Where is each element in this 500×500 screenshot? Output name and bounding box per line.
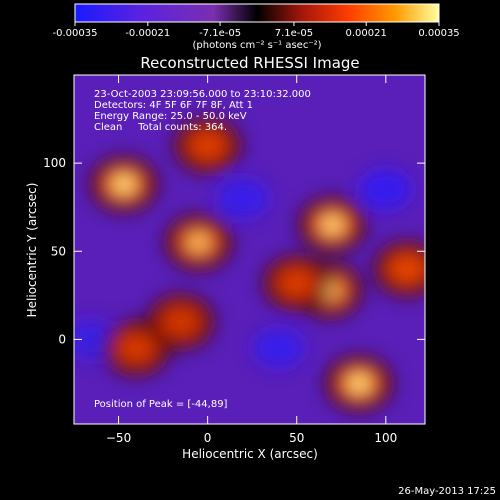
colorbar-tick-label: -0.00035 (53, 28, 98, 39)
heatmap-image (74, 75, 425, 424)
y-tick-label: 100 (43, 156, 66, 170)
colorbar-tick-label: 7.1e-05 (275, 28, 313, 39)
bright-source-peak (188, 234, 209, 251)
colorbar-tick-labels: -0.00035 -0.00021 -7.1e-05 7.1e-05 0.00021 0.… (53, 28, 460, 39)
bright-source-peak (322, 216, 343, 233)
info-line-clean: Clean Total counts: 364. (94, 122, 227, 133)
bright-source-core (389, 254, 425, 283)
chart-title: Reconstructed RHESSI Image (140, 54, 359, 72)
x-axis-ticks: −50 0 50 100 (106, 75, 397, 445)
y-tick-label: 50 (51, 244, 66, 258)
bright-source-core (278, 268, 315, 297)
colorbar-tick-label: -0.00021 (125, 28, 170, 39)
x-tick-label: 100 (374, 431, 397, 445)
bright-source-core (118, 334, 155, 363)
colorbar-tick-label: 0.00035 (418, 28, 459, 39)
peak-position-label: Position of Peak = [-44,89] (94, 399, 228, 410)
bright-source-peak (113, 176, 134, 193)
info-line-energy: Energy Range: 25.0 - 50.0 keV (94, 111, 247, 122)
dark-source (359, 169, 412, 210)
y-tick-label: 0 (58, 332, 66, 346)
y-axis-ticks: 0 50 100 (43, 156, 425, 346)
info-text: 23-Oct-2003 23:09:56.000 to 23:10:32.000… (94, 89, 311, 133)
colorbar (74, 3, 440, 23)
colorbar-unit-label: (photons cm⁻² s⁻¹ asec⁻²) (192, 40, 321, 51)
x-axis-label: Heliocentric X (arcsec) (182, 447, 318, 461)
info-line-detectors: Detectors: 4F 5F 6F 7F 8F, Att 1 (94, 100, 253, 111)
bright-source-peak (349, 375, 370, 392)
colorbar-ticks (74, 22, 440, 26)
dark-source (252, 328, 305, 369)
y-axis-label: Heliocentric Y (arcsec) (25, 183, 39, 318)
dark-source (217, 178, 270, 219)
info-line-time: 23-Oct-2003 23:09:56.000 to 23:10:32.000 (94, 89, 311, 100)
footer-timestamp: 26-May-2013 17:25 (398, 486, 496, 497)
bright-source-core (162, 307, 199, 336)
x-tick-label: −50 (106, 431, 131, 445)
plot-frame (73, 74, 426, 425)
x-tick-label: 50 (289, 431, 304, 445)
colorbar-tick-label: 0.00021 (346, 28, 387, 39)
x-tick-label: 0 (204, 431, 212, 445)
bright-source-core (189, 131, 226, 160)
colorbar-tick-label: -7.1e-05 (199, 28, 241, 39)
